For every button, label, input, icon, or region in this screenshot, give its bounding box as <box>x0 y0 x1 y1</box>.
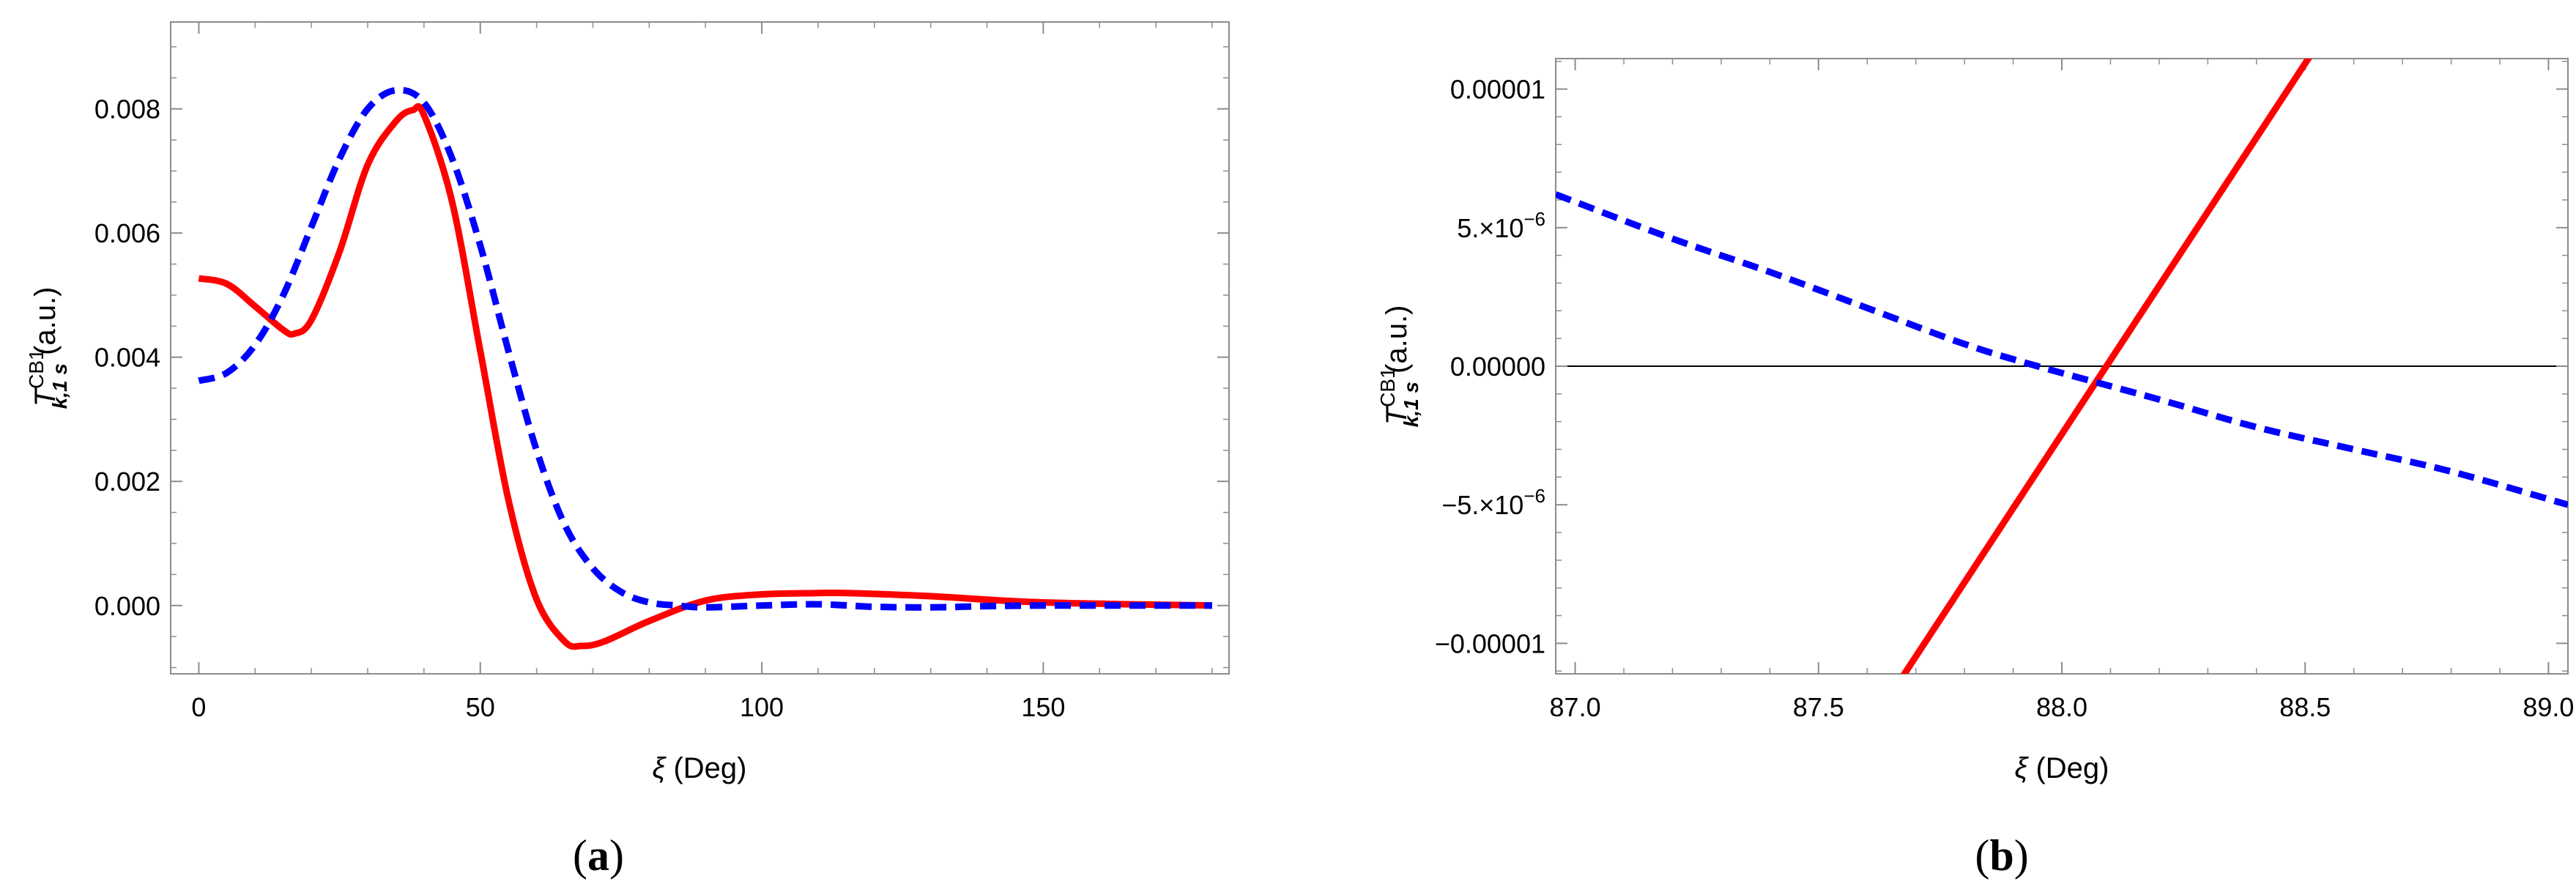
ytick-label-a-0: 0.000 <box>94 591 160 621</box>
ylabel-sup-b: CB1 <box>1376 367 1399 406</box>
xlabel-b: ξ (Deg) <box>2014 752 2109 784</box>
panel-label-a-open: ( <box>573 831 587 880</box>
ylabel-unit-a: (a.u.) <box>29 287 62 363</box>
ytick-label-b-4: 0.00001 <box>1450 75 1545 105</box>
xlabel-unit-b: (Deg) <box>2027 752 2109 784</box>
xlabel-symbol-a: ξ <box>652 752 667 784</box>
ylabel-T-a: T <box>29 387 62 406</box>
ytick-label-a-1: 0.002 <box>94 467 160 497</box>
ytick-label-a-4: 0.008 <box>94 94 160 125</box>
series-line-a-blue-dashed <box>198 86 1212 611</box>
xlabel-unit-a: (Deg) <box>665 752 746 784</box>
panel-label-b: (b) <box>1975 831 2028 880</box>
series-line-b-blue-dashed <box>1556 191 2568 508</box>
panel-b: 87.0 87.5 88.0 88.5 89.0 −0.00001 −5.×10−6 0.00… <box>1376 58 2574 880</box>
ytick-label-b-3: 5.×10−6 <box>1457 208 1545 243</box>
ticks-b: 87.0 87.5 88.0 88.5 89.0 −0.00001 −5.×10−6 0.00… <box>1435 59 2574 722</box>
xtick-label-a-0: 0 <box>191 692 206 722</box>
panel-label-a-close: ) <box>609 831 624 880</box>
ticks-a: 0 50 100 150 0.000 0.002 0.004 0.006 0.008 <box>94 22 1229 722</box>
panel-a: 0 50 100 150 0.000 0.002 0.004 0.006 0.008 ξ (De… <box>25 21 1230 880</box>
series-line-b-red-solid <box>1900 59 2312 674</box>
xtick-label-a-2: 100 <box>740 692 784 722</box>
ylabel-sup-a: CB1 <box>25 349 48 388</box>
ytick-label-a-2: 0.004 <box>94 343 160 373</box>
xtick-label-b-3: 88.5 <box>2279 692 2331 722</box>
panel-label-b-close: ) <box>2014 831 2029 880</box>
xtick-label-b-2: 88.0 <box>2036 692 2087 722</box>
panel-label-b-open: ( <box>1975 831 1989 880</box>
ytick-label-b-2: 0.00000 <box>1450 352 1545 382</box>
ylabel-sub-b: k,1 s <box>1400 382 1422 427</box>
series-a <box>198 86 1213 650</box>
ylabel-T-b: T <box>1381 405 1413 425</box>
ytick-label-a-3: 0.006 <box>94 218 160 248</box>
xtick-label-a-3: 150 <box>1021 692 1065 722</box>
xtick-label-b-1: 87.5 <box>1793 692 1844 722</box>
ylabel-sub-a: k,1 s <box>48 363 71 409</box>
series-b <box>1556 59 2568 674</box>
panel-label-a: (a) <box>573 831 624 880</box>
plot-frame-a <box>170 21 1230 675</box>
xtick-label-b-0: 87.0 <box>1550 692 1601 722</box>
xtick-label-a-1: 50 <box>466 692 495 722</box>
panel-label-a-letter: a <box>587 831 609 880</box>
panel-label-b-letter: b <box>1989 831 2013 880</box>
xlabel-symbol-b: ξ <box>2014 752 2029 784</box>
series-line-a-red-solid <box>198 103 1213 650</box>
ylabel-b: TCB1k,1 s (a.u.) <box>1376 305 1422 428</box>
xlabel-a: ξ (Deg) <box>652 752 746 784</box>
ytick-label-b-1: −5.×10−6 <box>1441 485 1545 520</box>
xtick-label-b-4: 89.0 <box>2523 692 2574 722</box>
ylabel-a: TCB1k,1 s (a.u.) <box>25 287 71 409</box>
ylabel-unit-b: (a.u.) <box>1381 305 1413 382</box>
ytick-label-b-0: −0.00001 <box>1435 628 1545 658</box>
